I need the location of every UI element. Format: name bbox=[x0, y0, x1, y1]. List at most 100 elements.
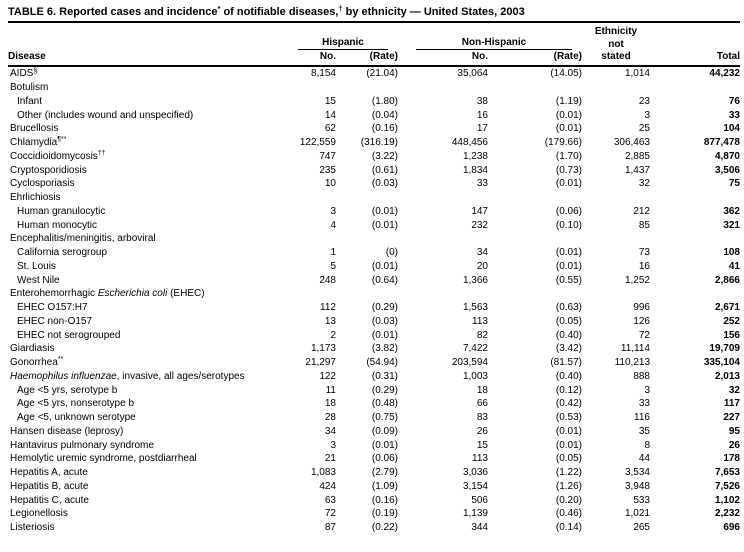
value-cell: 1,083 bbox=[310, 467, 336, 479]
value-cell: (1.80) bbox=[371, 95, 398, 107]
total-cell: 104 bbox=[723, 123, 740, 135]
value-cell: 3 bbox=[330, 439, 336, 451]
value-cell: 306,463 bbox=[613, 137, 650, 149]
value-cell: 38 bbox=[476, 95, 488, 107]
table-row: Age <5, unknown serotype 28 (0.75) 83 (0.53)… bbox=[8, 411, 740, 425]
table-row: Cryptosporidiosis 235 (0.61) 1,834 (0.73) 1,4… bbox=[8, 163, 740, 177]
value-cell: 33 bbox=[638, 398, 650, 410]
col-hispanic-no: No. bbox=[280, 50, 336, 67]
total-cell: 2,866 bbox=[714, 274, 740, 286]
value-cell: 44 bbox=[638, 453, 650, 465]
value-cell: (0.01) bbox=[371, 260, 398, 272]
value-cell: (54.94) bbox=[366, 357, 398, 369]
value-cell: 1,366 bbox=[462, 274, 488, 286]
disease-label: Hepatitis B, acute bbox=[10, 480, 89, 492]
table-body: AIDS§ 8,154 (21.04) 35,064 (14.05) 1,014 44,23… bbox=[8, 66, 740, 535]
total-cell: 2,671 bbox=[714, 302, 740, 314]
value-cell: 996 bbox=[633, 302, 650, 314]
value-cell: 3,154 bbox=[462, 480, 488, 492]
value-cell bbox=[280, 232, 336, 246]
value-cell: (0.29) bbox=[371, 302, 398, 314]
disease-label: Brucellosis bbox=[10, 123, 59, 135]
value-cell: 113 bbox=[472, 453, 488, 465]
value-cell: 15 bbox=[324, 95, 336, 107]
disease-label: Hepatitis A, acute bbox=[10, 467, 88, 479]
value-cell bbox=[488, 191, 582, 205]
value-cell: 25 bbox=[638, 123, 650, 135]
total-cell: 26 bbox=[728, 439, 740, 451]
value-cell: 126 bbox=[633, 315, 650, 327]
table-row: Human granulocytic 3 (0.01) 147 (0.06) 212 362 bbox=[8, 205, 740, 219]
value-cell: 212 bbox=[633, 205, 650, 217]
value-cell: 28 bbox=[324, 412, 336, 424]
col-non-hispanic-no: No. bbox=[398, 50, 488, 67]
total-cell bbox=[650, 287, 740, 301]
table-row: Giardiasis 1,173 (3.82) 7,422 (3.42) 11,114 19… bbox=[8, 342, 740, 356]
notifiable-diseases-table: Ethnicity Hispanic Non-Hispanic not Dise… bbox=[8, 23, 740, 535]
value-cell: 1,437 bbox=[624, 164, 650, 176]
value-cell: (0.01) bbox=[555, 439, 582, 451]
col-hispanic-rate: (Rate) bbox=[336, 50, 398, 67]
col-total: Total bbox=[650, 50, 740, 67]
disease-label: Hantavirus pulmonary syndrome bbox=[10, 439, 154, 451]
value-cell: (0.31) bbox=[371, 370, 398, 382]
value-cell bbox=[582, 191, 650, 205]
table-row: Enterohemorrhagic Escherichia coli (EHEC… bbox=[8, 287, 740, 301]
table-row: EHEC O157:H7 112 (0.29) 1,563 (0.63) 996 2,671 bbox=[8, 301, 740, 315]
value-cell: (0.06) bbox=[371, 453, 398, 465]
table-row: Encephalitis/meningitis, arboviral bbox=[8, 232, 740, 246]
value-cell: 87 bbox=[324, 522, 336, 534]
total-cell: 32 bbox=[728, 384, 740, 396]
value-cell: 147 bbox=[471, 205, 488, 217]
value-cell: 34 bbox=[324, 425, 336, 437]
value-cell bbox=[280, 81, 336, 95]
value-cell: (0.48) bbox=[371, 398, 398, 410]
value-cell: (1.19) bbox=[555, 95, 582, 107]
table-row: Hantavirus pulmonary syndrome 3 (0.01) 15 (0… bbox=[8, 438, 740, 452]
table-row: St. Louis 5 (0.01) 20 (0.01) 16 41 bbox=[8, 260, 740, 274]
value-cell bbox=[582, 287, 650, 301]
value-cell: 8 bbox=[644, 439, 650, 451]
table-row: Listeriosis 87 (0.22) 344 (0.14) 265 696 bbox=[8, 521, 740, 535]
value-cell bbox=[280, 287, 336, 301]
value-cell bbox=[398, 191, 488, 205]
value-cell: 1,252 bbox=[624, 274, 650, 286]
col-ethnicity-line2: not bbox=[608, 39, 624, 50]
value-cell: (0.04) bbox=[371, 109, 398, 121]
disease-label: Hansen disease (leprosy) bbox=[10, 425, 124, 437]
value-cell: 1,173 bbox=[310, 343, 336, 355]
value-cell: 16 bbox=[476, 109, 488, 121]
value-cell: 18 bbox=[476, 384, 488, 396]
value-cell: (0.53) bbox=[555, 412, 582, 424]
value-cell: 66 bbox=[476, 398, 488, 410]
disease-label: St. Louis bbox=[17, 260, 56, 272]
total-cell: 33 bbox=[728, 109, 740, 121]
table-row: Age <5 yrs, nonserotype b 18 (0.48) 66 (0.42… bbox=[8, 397, 740, 411]
value-cell: 203,594 bbox=[451, 357, 488, 369]
value-cell: (0.10) bbox=[555, 219, 582, 231]
total-cell: 44,232 bbox=[709, 68, 740, 80]
disease-label: AIDS§ bbox=[10, 67, 38, 80]
value-cell: 21,297 bbox=[305, 357, 336, 369]
table-title: TABLE 6. Reported cases and incidence* o… bbox=[8, 2, 740, 23]
value-cell: (0.14) bbox=[555, 522, 582, 534]
total-cell: 252 bbox=[723, 315, 740, 327]
table-header: Ethnicity Hispanic Non-Hispanic not Dise… bbox=[8, 23, 740, 67]
table-row: Ehrlichiosis bbox=[8, 191, 740, 205]
value-cell: (0.01) bbox=[555, 109, 582, 121]
value-cell: 8,154 bbox=[310, 68, 336, 80]
value-cell: 1,834 bbox=[462, 164, 488, 176]
value-cell: (0.01) bbox=[555, 260, 582, 272]
disease-label: Hepatitis C, acute bbox=[10, 494, 89, 506]
value-cell: (0.73) bbox=[555, 164, 582, 176]
total-cell: 76 bbox=[728, 95, 740, 107]
value-cell bbox=[336, 81, 398, 95]
total-cell: 178 bbox=[723, 453, 740, 465]
value-cell: 14 bbox=[324, 109, 336, 121]
value-cell: 63 bbox=[324, 494, 336, 506]
value-cell: 72 bbox=[324, 508, 336, 520]
table-row: Hepatitis B, acute 424 (1.09) 3,154 (1.26) 3,… bbox=[8, 480, 740, 494]
disease-label: Haemophilus influenzae, invasive, all ag… bbox=[10, 370, 245, 382]
total-cell: 3,506 bbox=[714, 164, 740, 176]
disease-label: Encephalitis/meningitis, arboviral bbox=[10, 233, 156, 245]
